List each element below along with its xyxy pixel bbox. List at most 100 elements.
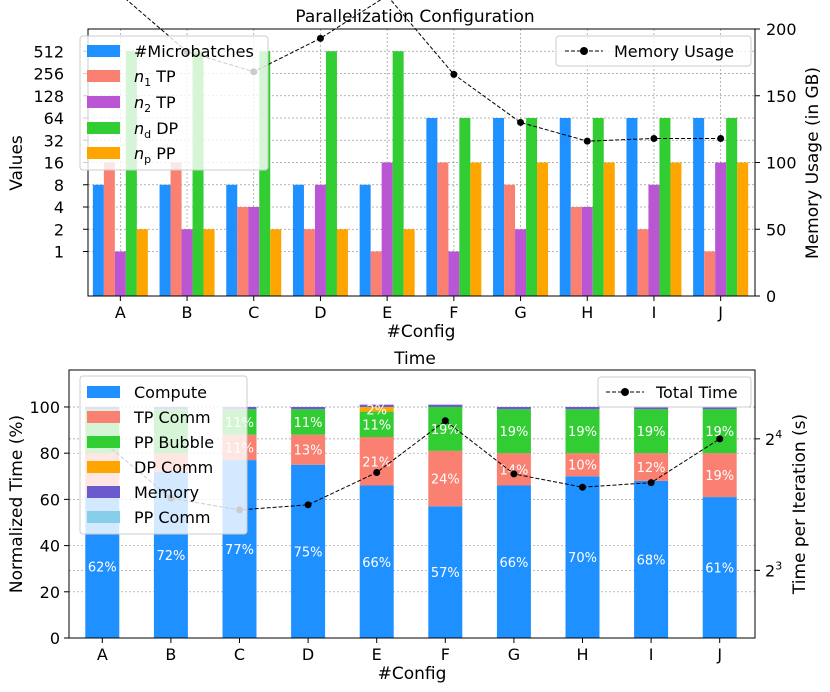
top-y-tick-label: 256 [33, 65, 64, 84]
bar-n-1-tp-J [704, 251, 716, 296]
bottom-legend-frame [79, 375, 248, 535]
top-title: Parallelization Configuration [295, 7, 534, 27]
top-y2-ticks: 0 50 100 150 200 [755, 20, 797, 306]
bar-label-compute-I: 68% [637, 553, 666, 568]
bottom-legend-label-memory: Memory [134, 483, 199, 502]
bar-n-p-pp-E [403, 229, 415, 296]
top-x-tick-label: B [182, 303, 193, 322]
bottom-legend-swatch-memory [87, 486, 120, 498]
top-legend-label-memory-usage: Memory Usage [614, 42, 734, 61]
bar-label-compute-D: 75% [294, 545, 323, 560]
top-y-tick-label: 8 [54, 176, 64, 195]
bottom-x-label: #Config [378, 664, 447, 684]
bar-memory-G [496, 406, 531, 410]
bottom-y-tick-label: 60 [40, 490, 60, 509]
bar-n-p-pp-F [470, 162, 482, 296]
top-y2-label: Memory Usage (in GB) [803, 67, 823, 259]
bar-pp-bubble-E [359, 411, 394, 437]
memory-usage-point-H [583, 137, 591, 145]
bottom-bar-labels: 62%72%77%11%11%75%13%11%66%21%11%2%57%24… [88, 403, 734, 581]
bar-n-2-tp-B [181, 229, 193, 296]
bar-label-tp-comm-H: 10% [568, 459, 597, 474]
bottom-legend-swatch-tp-comm [87, 411, 120, 423]
top-legend-label-n1-tp: n1 TP [134, 67, 176, 89]
bar-memory-I [634, 406, 669, 410]
top-bars [92, 51, 749, 296]
bar-memory-J [702, 406, 737, 410]
top-y-tick-label: 64 [44, 109, 64, 128]
bottom-y-tick-label: 100 [29, 398, 60, 417]
top-legend-item-microbatches: #Microbatches [87, 42, 254, 61]
total-time-point-G [510, 470, 518, 478]
bottom-legend-item-dp-comm: DP Comm [87, 458, 213, 477]
bar-n-p-pp-G [537, 162, 549, 296]
bar-n-p-pp-H [603, 162, 615, 296]
bar-n-d-dp-B [192, 51, 204, 296]
bar-n-2-tp-I [648, 184, 660, 296]
bar-label-compute-C: 77% [225, 543, 254, 558]
bottom-chart: Time 62%72%77%11%11%75%13%11%66%21%11%2%… [7, 349, 810, 684]
bar-dp-comm-E [359, 406, 394, 412]
bottom-title: Time [393, 349, 436, 369]
top-legend-label-microbatches: #Microbatches [134, 42, 254, 61]
bottom-y-tick-label: 80 [40, 444, 60, 463]
bottom-y2-ticks: 23 24 [755, 428, 782, 580]
bottom-legend-label-tp-comm: TP Comm [133, 408, 211, 427]
top-y-tick-label: 128 [33, 87, 64, 106]
bottom-legend-label-dp-comm: DP Comm [134, 458, 213, 477]
bar-label-compute-J: 61% [705, 562, 734, 577]
bottom-x-tick-label: I [649, 645, 654, 664]
bar-label-tp-comm-J: 19% [705, 469, 734, 484]
memory-usage-point-J [717, 134, 725, 142]
bar-n-d-dp-C [259, 51, 271, 296]
bar-n-d-dp-I [659, 118, 671, 296]
top-legend-label-n2-tp: n2 TP [134, 93, 176, 115]
bar-label-tp-comm-I: 12% [637, 461, 666, 476]
bar-microbatches-A [92, 184, 104, 296]
top-x-tick-label: A [115, 303, 126, 322]
bar-microbatches-E [359, 184, 371, 296]
bar-label-compute-H: 70% [568, 551, 597, 566]
top-legend-item-n1-tp: n1 TP [87, 67, 176, 89]
bar-compute-E [359, 485, 394, 638]
bottom-x-tick-label: G [508, 645, 520, 664]
bar-label-pp-bubble-H: 19% [568, 425, 597, 440]
top-legend-frame [79, 35, 269, 171]
bottom-legend-swatch-pp-bubble [87, 436, 120, 448]
bottom-legend-item-compute: Compute [87, 383, 207, 402]
memory-usage-point-I [650, 134, 658, 142]
bar-compute-D [291, 464, 326, 638]
bar-n-1-tp-F [437, 162, 449, 296]
top-y-tick-label: 32 [44, 131, 64, 150]
bar-label-compute-B: 72% [156, 549, 185, 564]
bottom-x-tick-label: D [302, 645, 314, 664]
total-time-point-H [579, 483, 586, 491]
bar-microbatches-D [292, 184, 304, 296]
bar-label-pp-bubble-J: 19% [705, 425, 734, 440]
top-legend-label-nd-dp: nd DP [134, 119, 179, 141]
top-x-tick-label: C [248, 303, 259, 322]
bottom-legend-label-compute: Compute [134, 383, 207, 402]
bar-microbatches-H [559, 118, 571, 296]
bottom-y2-label: Time per Iteration (s) [790, 414, 810, 595]
bottom-y-ticks: 0 20 40 60 80 100 [29, 398, 69, 648]
total-time-point-J [716, 435, 724, 443]
bottom-legend-item-tp-comm: TP Comm [87, 408, 211, 427]
top-y-label: Values [7, 135, 27, 191]
bar-n-p-pp-B [203, 229, 215, 296]
bar-n-d-dp-H [592, 118, 604, 296]
top-y2-tick-label: 150 [766, 87, 797, 106]
bottom-legend-swatch-pp-comm [87, 511, 120, 523]
bar-n-2-tp-F [448, 251, 460, 296]
bar-label-tp-comm-E: 21% [362, 455, 391, 470]
bottom-y-label: Normalized Time (%) [7, 415, 27, 593]
bottom-legend-swatch-compute [87, 386, 120, 398]
bottom-legend-right: Total Time [597, 376, 752, 408]
bottom-x-tick-label: A [97, 645, 108, 664]
bar-tp-comm-F [428, 450, 463, 507]
bar-memory-F [428, 404, 463, 407]
bar-pp-bubble-D [291, 409, 326, 435]
bar-n-d-dp-D [325, 51, 337, 296]
bar-microbatches-B [159, 184, 171, 296]
